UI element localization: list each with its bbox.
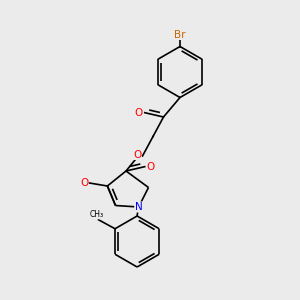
Text: O: O — [134, 107, 143, 118]
Text: O: O — [133, 149, 141, 160]
Text: Br: Br — [174, 29, 186, 40]
Text: N: N — [135, 202, 142, 212]
Text: O: O — [80, 178, 88, 188]
Text: O: O — [147, 161, 155, 172]
Text: CH₃: CH₃ — [90, 210, 104, 219]
